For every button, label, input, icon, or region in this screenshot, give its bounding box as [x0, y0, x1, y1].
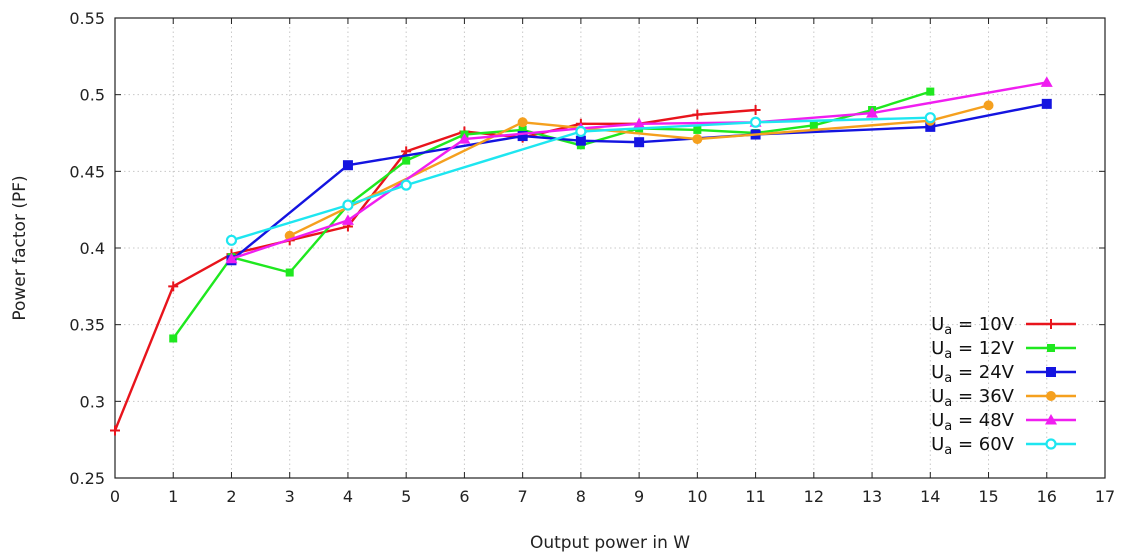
x-tick-label: 15 [978, 487, 998, 506]
legend-label: Ua = 60V [931, 434, 1015, 458]
data-point [693, 125, 702, 134]
data-point [575, 125, 587, 138]
x-tick-label: 7 [518, 487, 528, 506]
y-tick-label: 0.35 [69, 316, 105, 335]
y-tick-label: 0.5 [80, 86, 105, 105]
y-tick-label: 0.55 [69, 9, 105, 28]
data-point [169, 334, 178, 343]
series-10v [110, 105, 761, 436]
x-tick-label: 4 [343, 487, 353, 506]
data-point [925, 121, 936, 132]
legend-entry: Ua = 60V [931, 434, 1076, 458]
data-point [458, 133, 471, 144]
series-line [230, 102, 1048, 262]
legend-marker [1046, 367, 1056, 377]
x-axis-title: Output power in W [530, 533, 690, 553]
x-tick-label: 2 [226, 487, 236, 506]
data-point [866, 107, 879, 118]
data-point [634, 137, 645, 148]
x-tick-label: 11 [745, 487, 765, 506]
data-point [342, 160, 353, 171]
data-point [285, 268, 294, 277]
data-point [400, 179, 412, 191]
grid [115, 18, 1105, 478]
legend-label: Ua = 24V [931, 362, 1015, 386]
data-point [692, 134, 703, 145]
data-point [225, 252, 238, 264]
x-tick-label: 3 [285, 487, 295, 506]
data-point [1041, 98, 1052, 109]
data-point [749, 116, 762, 128]
x-tick-label: 17 [1095, 487, 1115, 506]
legend-entry: Ua = 48V [931, 410, 1076, 434]
y-tick-label: 0.25 [69, 469, 105, 488]
data-point [168, 281, 179, 292]
series-line [231, 81, 1048, 260]
data-point [750, 105, 761, 115]
data-point [342, 199, 354, 211]
x-tick-label: 8 [576, 487, 586, 506]
legend-label: Ua = 48V [931, 410, 1015, 434]
data-point [402, 156, 411, 165]
data-point [341, 214, 354, 225]
x-tick-label: 6 [459, 487, 469, 506]
data-point [225, 234, 238, 246]
series-line [113, 108, 756, 431]
data-point [633, 117, 646, 129]
data-point [517, 131, 528, 142]
legend-label: Ua = 36V [931, 386, 1015, 410]
y-axis-title: Power factor (PF) [10, 175, 30, 320]
data-point [1040, 76, 1053, 87]
x-tick-label: 1 [168, 487, 178, 506]
x-tick-label: 0 [110, 487, 120, 506]
legend-label: Ua = 12V [931, 338, 1015, 362]
x-tick-label: 5 [401, 487, 411, 506]
data-point [110, 425, 120, 436]
legend-entry: Ua = 36V [931, 386, 1076, 410]
series-line [231, 116, 931, 242]
axis-ticks: 0 1 2 3 4 5 6 7 8 9 10 11 12 13 14 15 16 170.250.30.350.4… [69, 9, 1115, 506]
legend-entry: Ua = 24V [931, 362, 1076, 386]
y-tick-label: 0.3 [80, 392, 105, 411]
data-point [518, 125, 527, 134]
x-tick-label: 13 [862, 487, 882, 506]
x-tick-label: 14 [920, 487, 940, 506]
legend-marker [1046, 319, 1056, 329]
legend-marker [1047, 344, 1055, 352]
x-tick-label: 9 [634, 487, 644, 506]
data-point [517, 117, 528, 128]
legend-entry: Ua = 10V [931, 314, 1076, 338]
legend-marker [1045, 414, 1057, 425]
x-tick-label: 16 [1037, 487, 1057, 506]
legend-marker [1046, 391, 1056, 401]
x-tick-label: 12 [804, 487, 824, 506]
series-60v [225, 112, 936, 246]
data-point [809, 121, 818, 130]
legend-entry: Ua = 12V [931, 338, 1076, 362]
y-tick-label: 0.45 [69, 162, 105, 181]
legend-marker [1045, 438, 1057, 450]
data-point [924, 112, 936, 124]
legend-label: Ua = 10V [931, 314, 1015, 338]
data-point [575, 135, 586, 146]
series-group [110, 76, 1053, 436]
data-point [983, 100, 994, 111]
data-point [692, 109, 703, 120]
y-tick-label: 0.4 [80, 239, 105, 258]
x-tick-label: 10 [687, 487, 707, 506]
data-point [926, 87, 935, 96]
